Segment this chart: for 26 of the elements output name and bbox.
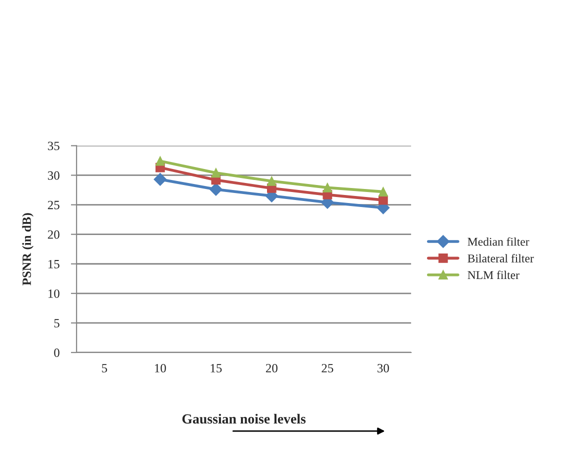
point bbox=[378, 187, 388, 196]
x-tick-label: 10 bbox=[155, 364, 166, 372]
y-tick-label: 35 bbox=[48, 142, 60, 150]
x-tick-label: 15 bbox=[210, 364, 222, 372]
x-axis-title: Gaussian noise levels bbox=[182, 414, 306, 424]
y-axis-title: PSNR (in dB) bbox=[22, 213, 34, 286]
y-tick-label: 30 bbox=[48, 171, 60, 180]
x-tick-label: 5 bbox=[102, 364, 108, 372]
y-tick-label: 25 bbox=[48, 200, 60, 210]
point bbox=[210, 183, 222, 196]
y-tick-label: 0 bbox=[54, 348, 60, 357]
y-tick-label: 15 bbox=[48, 260, 60, 268]
x-tick-label: 25 bbox=[322, 364, 334, 372]
point bbox=[322, 182, 332, 192]
point bbox=[154, 172, 167, 186]
point bbox=[155, 156, 165, 166]
x-tick-label: 30 bbox=[378, 364, 389, 372]
y-tick-label: 20 bbox=[48, 230, 60, 239]
y-tick-label: 10 bbox=[48, 289, 60, 298]
legend-label: Bilateral filter bbox=[468, 254, 534, 262]
legend-label: Median filter bbox=[468, 237, 530, 246]
legend-label: NLM filter bbox=[468, 270, 520, 280]
x-tick-label: 20 bbox=[266, 364, 278, 372]
point bbox=[267, 176, 276, 186]
point bbox=[211, 168, 221, 178]
y-tick-label: 5 bbox=[54, 319, 60, 328]
